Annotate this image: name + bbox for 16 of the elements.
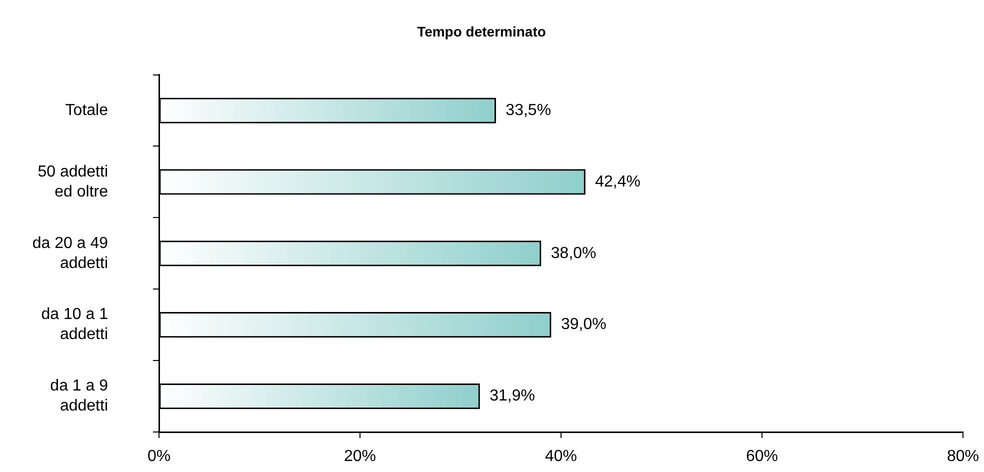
data-label: 31,9% bbox=[490, 388, 535, 405]
x-tick-label: 20% bbox=[344, 448, 376, 466]
x-tick-label: 60% bbox=[746, 448, 778, 466]
data-label: 39,0% bbox=[560, 316, 606, 334]
y-tick-label: da 20 a 49 addetti bbox=[32, 234, 108, 272]
y-tick-label: Totale bbox=[65, 102, 108, 119]
x-tick-label: 40% bbox=[544, 448, 578, 466]
data-label: 42,4% bbox=[595, 173, 640, 190]
x-tick-label: 80% bbox=[946, 448, 980, 466]
x-tick-label: 0% bbox=[147, 448, 171, 466]
y-tick-label: da 10 a 1 addetti bbox=[41, 306, 108, 344]
data-label: 33,5% bbox=[506, 102, 552, 119]
data-label: 38,0% bbox=[550, 244, 596, 262]
y-tick-label: 50 addetti ed oltre bbox=[38, 163, 108, 200]
chart-title: Tempo determinato bbox=[417, 23, 546, 40]
y-tick-label: da 1 a 9 addetti bbox=[50, 378, 108, 415]
